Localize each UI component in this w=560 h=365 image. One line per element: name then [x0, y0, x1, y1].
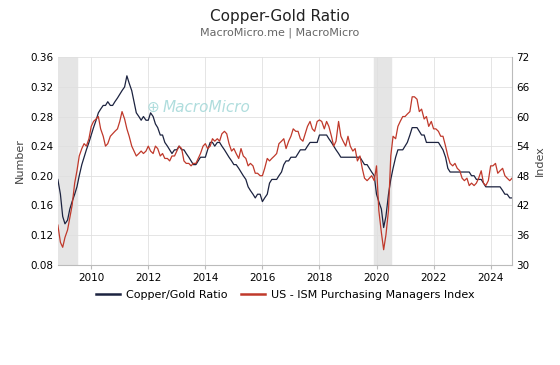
Legend: Copper/Gold Ratio, US - ISM Purchasing Managers Index: Copper/Gold Ratio, US - ISM Purchasing M… — [91, 285, 479, 304]
Y-axis label: Number: Number — [15, 138, 25, 183]
Text: MacroMicro: MacroMicro — [162, 100, 250, 115]
Bar — [374, 57, 391, 265]
Y-axis label: Index: Index — [535, 146, 545, 176]
Text: ⊕: ⊕ — [146, 100, 159, 115]
Bar — [58, 57, 77, 265]
Text: Copper-Gold Ratio: Copper-Gold Ratio — [210, 9, 350, 24]
Text: MacroMicro.me | MacroMicro: MacroMicro.me | MacroMicro — [200, 27, 360, 38]
